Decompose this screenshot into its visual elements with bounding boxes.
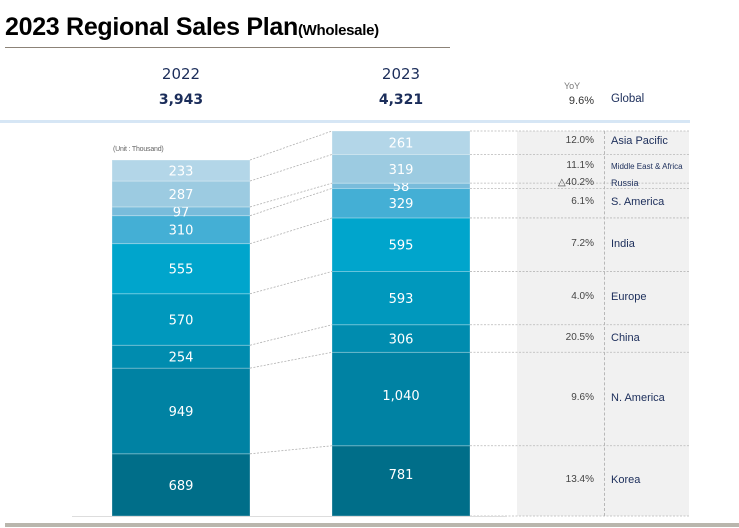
connector-line-europe: [249, 271, 333, 295]
region-label-asia_pacific: Asia Pacific: [611, 135, 668, 147]
global-label: Global: [611, 93, 645, 105]
segment-label-russia-2022: 97: [173, 205, 190, 220]
yoy-value-s_america: 6.1%: [571, 196, 594, 207]
yoy-value-europe: 4.0%: [571, 291, 594, 303]
yoy-value-china: 20.5%: [565, 331, 594, 343]
segment-label-asia_pacific-2022: 233: [169, 165, 194, 180]
chart-baseline: [72, 516, 507, 517]
connector-line-india: [249, 217, 333, 245]
region-label-korea: Korea: [611, 473, 641, 486]
yoy-value-asia_pacific: 12.0%: [565, 135, 594, 146]
yoy-table-background: [517, 131, 689, 516]
segment-label-china-2022: 254: [169, 351, 194, 366]
segment-label-russia-2023: 58: [393, 180, 410, 195]
segment-label-n_america-2023: 1,040: [382, 389, 419, 404]
yoy-value-korea: 13.4%: [565, 473, 594, 485]
bar-segment-korea-2023: [331, 445, 471, 517]
yoy-table-divider: [604, 131, 605, 516]
total-2023: 4,321: [378, 92, 424, 108]
segment-label-korea-2023: 781: [389, 468, 414, 483]
region-label-n_america: N. America: [611, 392, 665, 405]
connector-line-s_america: [249, 187, 333, 217]
region-label-europe: Europe: [611, 291, 647, 304]
bar-segment-india-2023: [331, 217, 471, 272]
segment-label-india-2023: 595: [389, 239, 414, 254]
year-label-2022: 2022: [161, 65, 201, 83]
year-label-2023: 2023: [381, 65, 421, 83]
segment-label-asia_pacific-2023: 261: [389, 137, 414, 152]
connector-line-middle_east_africa: [249, 154, 333, 182]
title-divider: [5, 47, 450, 48]
title-suffix: (Wholesale): [297, 22, 379, 39]
yoy-value-middle_east_africa: 11.1%: [566, 160, 594, 171]
segment-label-n_america-2022: 949: [169, 405, 194, 420]
segment-label-middle_east_africa-2023: 319: [389, 163, 414, 178]
bar-segment-asia_pacific-2023: [331, 130, 471, 155]
yoy-value-n_america: 9.6%: [571, 392, 594, 404]
title-main: 2023 Regional Sales Plan: [5, 13, 298, 41]
unit-note: (Unit : Thousand): [113, 146, 164, 153]
segment-label-europe-2023: 593: [389, 292, 414, 307]
yoy-value-india: 7.2%: [571, 237, 594, 249]
segment-label-korea-2022: 689: [169, 479, 194, 494]
region-label-china: China: [611, 331, 640, 344]
global-yoy: 9.6%: [568, 95, 594, 107]
bar-segment-s_america-2022: [111, 215, 251, 245]
region-label-russia: Russia: [611, 178, 639, 188]
bar-segment-europe-2023: [331, 271, 471, 326]
region-label-india: India: [611, 237, 635, 250]
bar-segment-asia_pacific-2022: [111, 159, 251, 182]
total-2022: 3,943: [158, 92, 204, 108]
connector-line-n_america: [249, 351, 333, 369]
bar-segment-middle_east_africa-2022: [111, 180, 251, 208]
connector-line-asia_pacific: [249, 130, 333, 161]
region-label-s_america: S. America: [611, 196, 665, 208]
bar-segment-n_america-2023: [331, 351, 471, 447]
header-band: [0, 120, 690, 123]
segment-label-india-2022: 555: [169, 263, 194, 278]
bar-segment-europe-2022: [111, 293, 251, 346]
segment-label-china-2023: 306: [389, 333, 414, 348]
connector-line-china: [249, 324, 333, 346]
connector-line-russia: [249, 182, 333, 208]
bar-segment-korea-2022: [111, 453, 251, 517]
bar-segment-s_america-2023: [331, 187, 471, 219]
segment-label-s_america-2023: 329: [389, 197, 414, 212]
bar-segment-china-2023: [331, 324, 471, 353]
bar-segment-middle_east_africa-2023: [331, 154, 471, 184]
segment-label-middle_east_africa-2022: 287: [169, 188, 194, 203]
bar-segment-n_america-2022: [111, 367, 251, 455]
yoy-value-russia: △40.2%: [557, 177, 594, 188]
connector-line-korea: [249, 445, 333, 455]
segment-label-europe-2022: 570: [169, 313, 194, 328]
region-label-middle_east_africa: Middle East & Africa: [611, 162, 683, 171]
page-title: 2023 Regional Sales Plan(Wholesale): [5, 13, 379, 42]
segment-label-s_america-2022: 310: [169, 224, 194, 239]
yoy-header: YoY: [564, 81, 581, 91]
footer-divider: [5, 523, 739, 527]
bar-segment-india-2022: [111, 243, 251, 295]
